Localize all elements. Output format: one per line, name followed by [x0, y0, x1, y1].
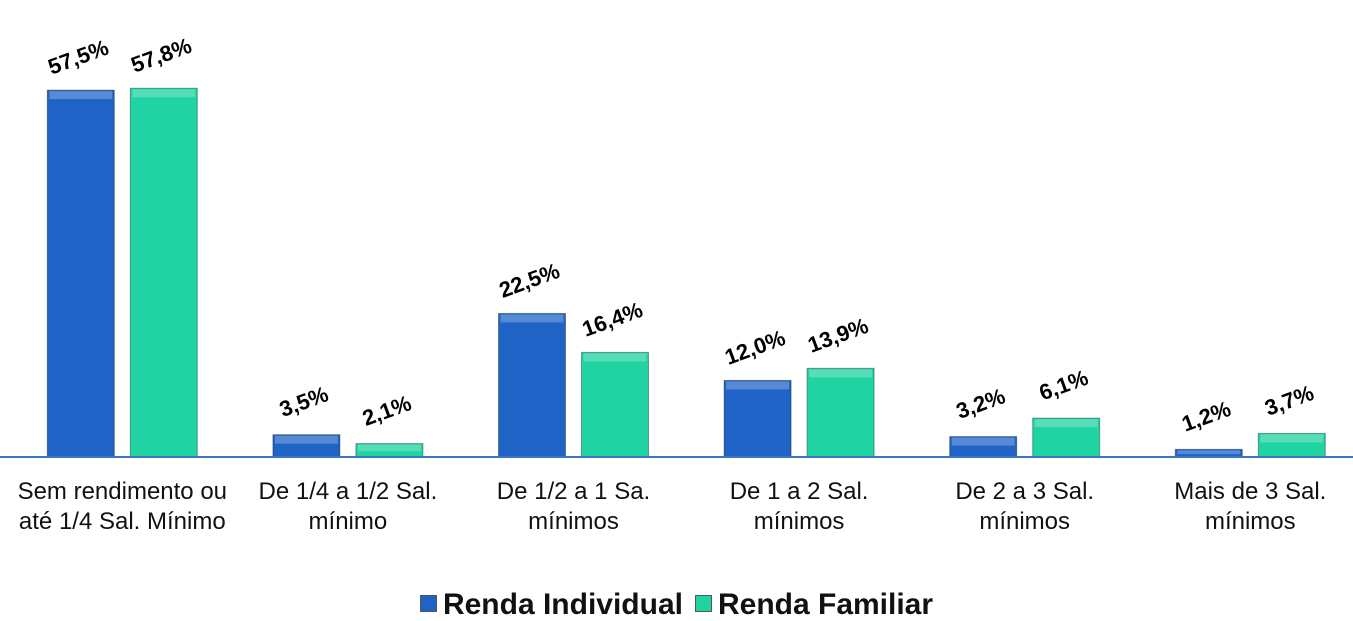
- bar-highlight: [132, 89, 196, 98]
- x-tick-label: De 1/2 a 1 Sa. mínimos: [496, 478, 651, 535]
- value-label: 2,1%: [359, 390, 415, 431]
- bar-highlight: [726, 381, 790, 390]
- bar: [498, 312, 566, 458]
- value-label: 13,9%: [804, 313, 871, 358]
- bar: [581, 351, 649, 458]
- bar-highlight: [1177, 450, 1241, 455]
- bar-highlight: [583, 353, 647, 362]
- bar-highlight: [357, 444, 421, 452]
- value-label: 57,8%: [128, 33, 195, 78]
- legend-swatch: [694, 595, 712, 612]
- x-tick-label: De 1/4 a 1/2 Sal. mínimo: [258, 478, 438, 535]
- value-label: 16,4%: [579, 297, 646, 342]
- x-tick-label: De 2 a 3 Sal. mínimos: [955, 478, 1095, 535]
- value-label: 3,7%: [1261, 380, 1317, 421]
- bar-highlight: [1260, 434, 1324, 443]
- value-label: 57,5%: [45, 35, 112, 80]
- legend-label: Renda Familiar: [717, 588, 934, 621]
- x-tick-label: Sem rendimento ou até 1/4 Sal. Mínimo: [17, 478, 228, 535]
- bar-highlight: [951, 437, 1015, 446]
- bar-highlight: [500, 314, 564, 323]
- x-tick-label: Mais de 3 Sal. mínimos: [1174, 478, 1327, 535]
- bar: [723, 379, 792, 458]
- legend-item: Renda Familiar: [694, 588, 934, 621]
- x-tick-label: De 1 a 2 Sal. mínimos: [729, 478, 869, 535]
- value-label: 1,2%: [1178, 396, 1234, 437]
- bar: [46, 89, 115, 458]
- legend: Renda Individual Renda Familiar: [0, 588, 1353, 621]
- legend-swatch: [419, 595, 437, 612]
- legend-label: Renda Individual: [442, 588, 683, 621]
- value-label: 22,5%: [496, 258, 563, 303]
- value-label: 12,0%: [721, 325, 788, 370]
- bar: [806, 367, 875, 458]
- value-label: 6,1%: [1036, 365, 1092, 406]
- value-label: 3,5%: [276, 381, 332, 422]
- legend-item: Renda Individual: [419, 588, 683, 621]
- value-label: 3,2%: [953, 383, 1009, 424]
- bar: [1032, 417, 1101, 458]
- bar-highlight: [49, 91, 113, 100]
- bar-highlight: [1034, 419, 1098, 428]
- bar-highlight: [809, 369, 873, 378]
- bar-highlight: [274, 435, 338, 444]
- bar: [129, 87, 198, 458]
